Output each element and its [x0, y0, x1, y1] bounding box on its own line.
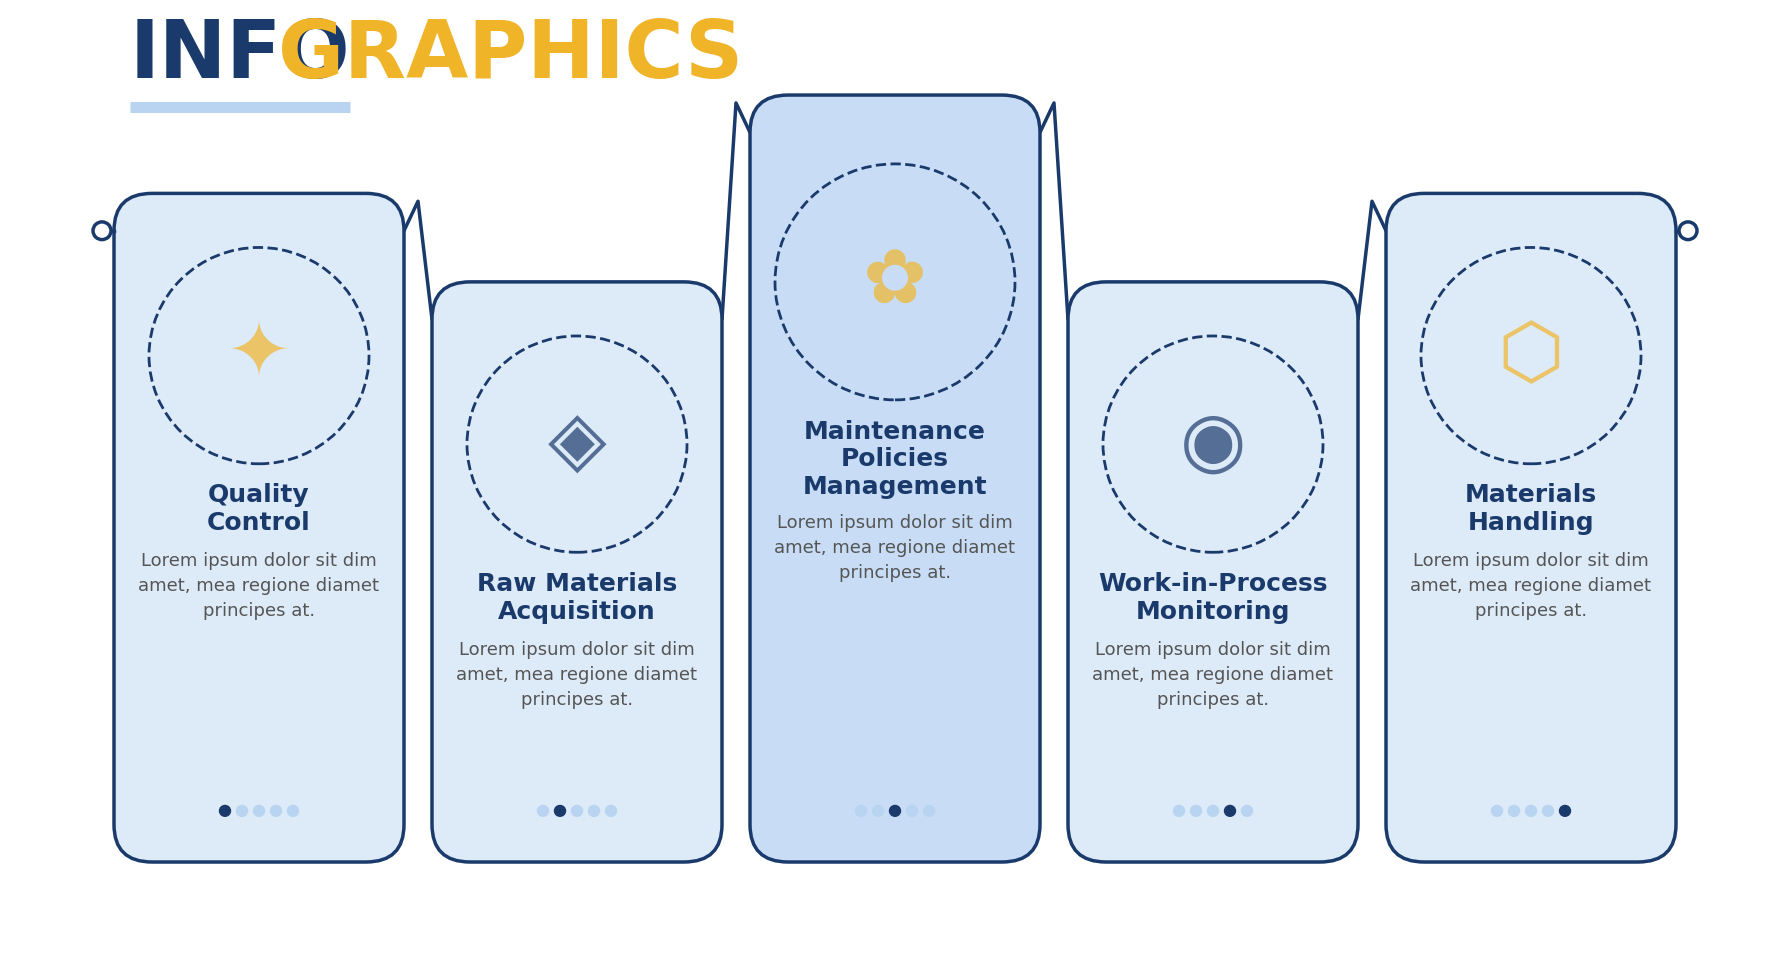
FancyBboxPatch shape — [1068, 282, 1358, 862]
Text: ◉: ◉ — [1179, 407, 1245, 481]
Circle shape — [905, 806, 918, 816]
Text: Work-in-Process
Monitoring: Work-in-Process Monitoring — [1098, 572, 1327, 623]
Circle shape — [1208, 806, 1218, 816]
Circle shape — [571, 806, 581, 816]
Text: GRAPHICS: GRAPHICS — [277, 17, 742, 95]
Circle shape — [288, 806, 299, 816]
Circle shape — [1678, 221, 1696, 239]
Circle shape — [537, 806, 547, 816]
Text: Lorem ipsum dolor sit dim
amet, mea regione diamet
principes at.: Lorem ipsum dolor sit dim amet, mea regi… — [775, 514, 1014, 582]
Circle shape — [889, 806, 900, 816]
Text: ✦: ✦ — [227, 318, 292, 393]
Text: ⬡: ⬡ — [1497, 318, 1564, 393]
Circle shape — [270, 806, 281, 816]
FancyBboxPatch shape — [114, 193, 404, 862]
Circle shape — [871, 806, 884, 816]
Circle shape — [855, 806, 866, 816]
Circle shape — [923, 806, 934, 816]
Circle shape — [589, 806, 599, 816]
FancyBboxPatch shape — [1385, 193, 1675, 862]
Circle shape — [220, 806, 231, 816]
Circle shape — [254, 806, 265, 816]
Text: Maintenance
Policies
Management: Maintenance Policies Management — [801, 419, 988, 499]
Circle shape — [1524, 806, 1535, 816]
Circle shape — [1242, 806, 1252, 816]
Text: Lorem ipsum dolor sit dim
amet, mea regione diamet
principes at.: Lorem ipsum dolor sit dim amet, mea regi… — [456, 641, 698, 709]
Text: Materials
Handling: Materials Handling — [1463, 483, 1596, 535]
Text: ◈: ◈ — [547, 407, 606, 481]
Circle shape — [1542, 806, 1553, 816]
Circle shape — [1224, 806, 1234, 816]
Text: Raw Materials
Acquisition: Raw Materials Acquisition — [476, 572, 676, 623]
FancyBboxPatch shape — [431, 282, 721, 862]
Circle shape — [1174, 806, 1184, 816]
Circle shape — [605, 806, 615, 816]
Circle shape — [236, 806, 247, 816]
Circle shape — [1558, 806, 1569, 816]
Circle shape — [1190, 806, 1200, 816]
Circle shape — [1508, 806, 1519, 816]
Text: Lorem ipsum dolor sit dim
amet, mea regione diamet
principes at.: Lorem ipsum dolor sit dim amet, mea regi… — [1091, 641, 1333, 709]
Circle shape — [93, 221, 111, 239]
Text: Lorem ipsum dolor sit dim
amet, mea regione diamet
principes at.: Lorem ipsum dolor sit dim amet, mea regi… — [1410, 553, 1651, 620]
Text: ✿: ✿ — [862, 245, 927, 318]
FancyBboxPatch shape — [750, 95, 1039, 862]
Text: Quality
Control: Quality Control — [208, 483, 311, 535]
Circle shape — [1490, 806, 1501, 816]
Circle shape — [555, 806, 565, 816]
Text: Lorem ipsum dolor sit dim
amet, mea regione diamet
principes at.: Lorem ipsum dolor sit dim amet, mea regi… — [138, 553, 379, 620]
Text: INFO: INFO — [131, 17, 351, 95]
